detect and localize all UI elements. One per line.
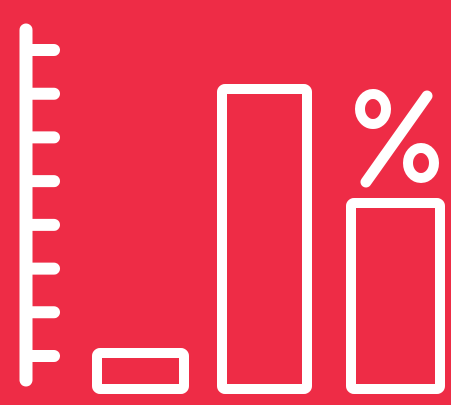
bars [92, 84, 445, 394]
percent-slash [360, 90, 433, 188]
percent-circle-bottom [403, 143, 439, 183]
percent-sign-icon [355, 89, 439, 188]
percent-circle-top [355, 89, 391, 129]
bar [346, 198, 445, 394]
bar [217, 84, 312, 394]
bar [92, 348, 189, 394]
y-axis [19, 23, 60, 387]
